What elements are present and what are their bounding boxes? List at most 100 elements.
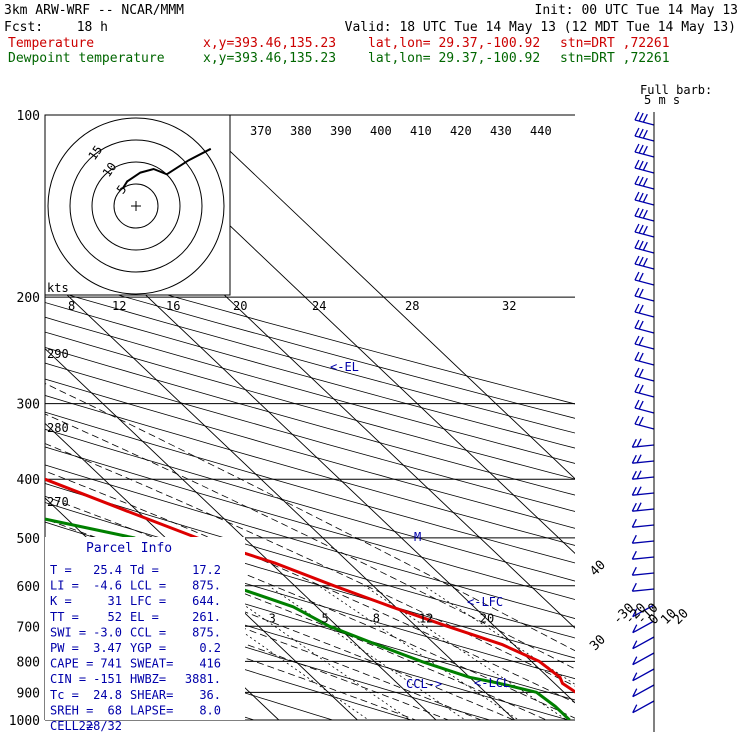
barb-flag: [636, 502, 642, 511]
parcel-value: 36.: [199, 688, 221, 702]
barb-flag: [634, 383, 640, 393]
isotherm-label-right: 40: [587, 558, 609, 580]
barb-flag: [634, 415, 640, 425]
barb-flag: [634, 287, 640, 297]
barb-legend-unit: 5 m s: [644, 93, 680, 107]
barb-flag: [638, 416, 644, 426]
wind-barb: [634, 351, 655, 366]
barb-staff: [632, 524, 655, 528]
parcel-box-bg: [45, 537, 245, 720]
pressure-label: 1000: [9, 714, 40, 729]
theta-label-top: 400: [370, 124, 392, 138]
barb-staff: [634, 359, 655, 366]
dry-adiabat: [45, 483, 575, 639]
speed-axis-tick: 12: [112, 299, 126, 313]
mixing-ratio-line: [176, 585, 370, 720]
parcel-value: 52: [108, 610, 122, 624]
barb-staff: [634, 375, 655, 382]
barb-staff: [634, 263, 655, 270]
temperature-latlon: lat,lon= 29.37,-100.92: [368, 36, 540, 51]
temperature-stn: stn=DRT ,72261: [560, 36, 670, 51]
barb-flag: [638, 400, 644, 410]
barb-flag: [634, 111, 640, 121]
speed-axis-tick: 24: [312, 299, 326, 313]
barb-staff: [634, 199, 655, 206]
barb-flag: [632, 608, 638, 617]
theta-label-top: 410: [410, 124, 432, 138]
barb-staff: [634, 391, 655, 398]
parcel-key: CIN =: [50, 672, 86, 686]
mixing-ratio-label: 8: [373, 611, 380, 625]
barb-flag: [634, 351, 640, 361]
wind-barb: [631, 486, 655, 496]
barb-flag: [638, 320, 644, 330]
parcel-value: 261.: [192, 610, 221, 624]
wind-barb: [634, 303, 655, 318]
pressure-label: 500: [17, 532, 40, 547]
barb-flag: [632, 640, 638, 649]
barb-flag: [642, 161, 648, 171]
parcel-value: 875.: [192, 625, 221, 639]
parcel-key: Td =: [130, 563, 159, 577]
barb-flag: [636, 454, 642, 463]
mixing-ratio-label: 3: [269, 611, 276, 625]
dry-adiabat: [45, 259, 575, 405]
hodograph-speed-label: kts: [47, 281, 69, 295]
parcel-value: 3881.: [185, 672, 221, 686]
barb-flag: [638, 336, 644, 346]
parcel-title: Parcel Info: [86, 541, 172, 556]
wind-barb: [634, 239, 655, 254]
parcel-value: -151: [93, 672, 122, 686]
wind-barb: [632, 668, 655, 682]
barb-staff: [634, 231, 655, 238]
parcel-value: 741: [100, 657, 122, 671]
wind-barb: [631, 454, 655, 464]
barb-flag: [634, 191, 640, 201]
parcel-key: YGP =: [130, 641, 166, 655]
wind-barb: [634, 399, 655, 414]
pressure-label: 200: [17, 291, 40, 306]
barb-flag: [634, 223, 640, 233]
barb-flag: [642, 113, 648, 123]
barb-flag: [632, 672, 638, 681]
barb-staff: [634, 295, 655, 302]
barb-staff: [634, 119, 655, 126]
dry-adiabat: [45, 302, 575, 449]
wind-barb: [631, 518, 655, 528]
barb-flag: [634, 127, 640, 137]
dry-adiabat: [45, 502, 575, 659]
parcel-key: LAPSE=: [130, 703, 173, 717]
wind-barb: [634, 319, 655, 334]
dewpoint-legend: Dewpoint temperature: [8, 51, 165, 66]
barb-flag: [632, 624, 638, 633]
parcel-value: 24.8: [93, 688, 122, 702]
parcel-key: TT =: [50, 610, 79, 624]
barb-staff: [634, 151, 655, 158]
barb-flag: [642, 225, 648, 235]
barb-staff: [634, 343, 655, 350]
isotherm-line: [45, 348, 437, 720]
hodograph-ring-label: 10: [100, 160, 120, 180]
barb-flag: [631, 534, 637, 544]
barb-flag: [634, 271, 640, 281]
parcel-value: 875.: [192, 579, 221, 593]
parcel-key: K =: [50, 594, 72, 608]
barb-staff: [632, 684, 655, 698]
parcel-value: 3.47: [93, 641, 122, 655]
mixing-ratio-line: [363, 585, 568, 720]
barb-flag: [631, 566, 637, 576]
barb-staff: [634, 327, 655, 334]
barb-flag: [638, 304, 644, 314]
parcel-key: T =: [50, 563, 72, 577]
theta-label-top: 430: [490, 124, 512, 138]
parcel-info-box: Parcel Info T = 25.4 Td = 17.2 LI = -4.6 LCL = 8…: [45, 537, 245, 733]
hodograph-ring: [91, 161, 181, 251]
barb-flag: [636, 486, 642, 495]
parcel-key: LI =: [50, 579, 79, 593]
barb-staff: [632, 604, 655, 618]
dry-adiabat: [45, 331, 575, 480]
wind-barb: [631, 582, 655, 592]
barb-flag: [638, 160, 644, 170]
